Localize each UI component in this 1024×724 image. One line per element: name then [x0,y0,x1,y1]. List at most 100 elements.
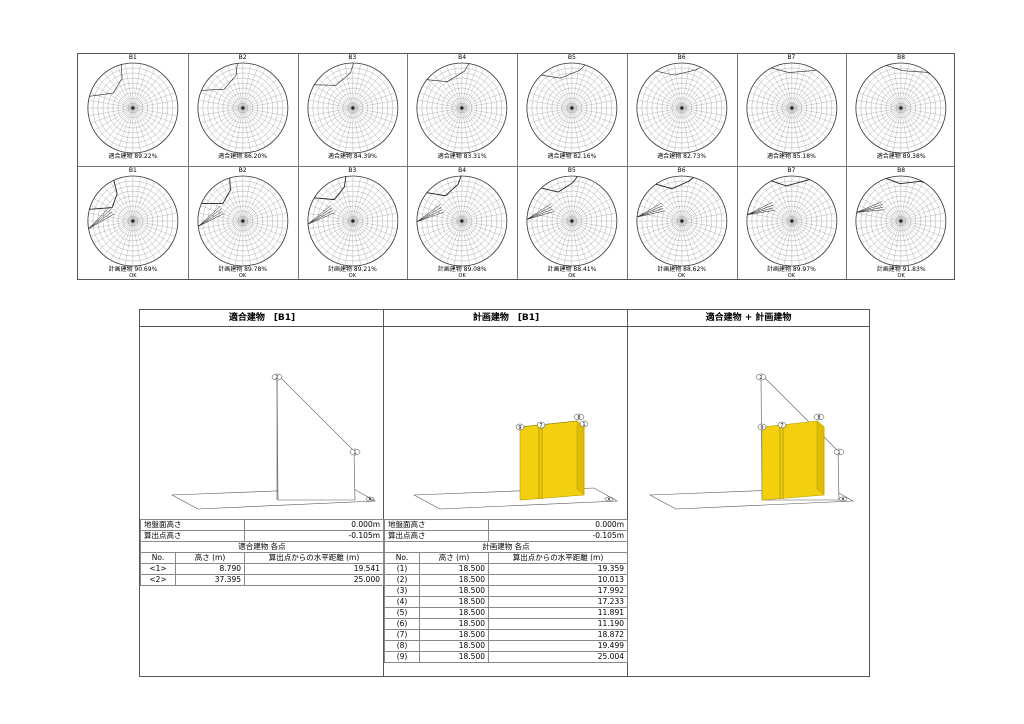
cell-d: 19.499 [488,640,628,652]
polar-spoke [762,186,792,222]
rate-value: 89.78% [244,266,268,273]
polar-spoke [352,92,395,109]
polar-spoke [900,65,917,109]
polar-spoke [783,63,792,109]
cell-h: 18.500 [419,640,489,652]
polar-spoke [124,63,134,109]
polar-spoke [352,107,361,153]
polar-spoke [527,220,572,229]
polar-spoke [219,220,243,261]
compliant-points-table: 地盤面高さ 0.000m 算出点高さ -0.105m 適合建物 各点 No. 高… [140,519,384,586]
polar-spoke [419,107,463,124]
polar-spoke [323,73,353,109]
polar-spoke [352,78,387,109]
planned-building [519,420,585,501]
polar-spoke [317,220,353,251]
polar-spoke [768,107,792,148]
table-row: <1> 8.790 19.541 [140,563,384,575]
polar-spoke [791,213,836,222]
polar-spoke [446,107,463,151]
polar-spoke [571,220,588,264]
polar-spoke [423,198,463,222]
panel-title-compliant: 適合建物 [B1] [140,310,384,327]
polar-spoke [323,220,353,256]
polar-spoke [461,220,478,264]
polar-spoke [88,107,133,116]
polar-spoke [791,107,826,138]
polar-spoke [756,78,792,109]
polar-spoke [462,107,505,124]
judgement: OK [458,273,466,279]
cell-h: 37.395 [175,574,245,586]
polar-spoke [542,73,573,109]
rate-label: 計画建物 [327,266,352,273]
table-row: (5) 18.500 11.891 [384,607,628,619]
polar-spoke [242,85,282,109]
polar-spoke [652,73,682,109]
calc-height-value: -0.105m [488,530,628,542]
panel-title-planned: 計画建物 [B1] [384,310,628,327]
polar-spoke [885,65,902,109]
polar-spoke [791,181,815,222]
polar-spoke [352,107,382,143]
polar-spoke [642,107,682,131]
polar-spoke [901,78,936,109]
polar-spoke [639,107,682,124]
polar-spoke [203,85,243,109]
polar-spoke [419,220,463,237]
polar-spoke [462,205,505,222]
polar-spoke [542,107,573,143]
planned-building-outline [197,205,221,227]
polar-spoke [352,220,368,264]
chart-id: B4 [458,54,467,61]
polar-spoke [132,63,141,109]
polar-spoke [658,220,682,261]
polar-spoke [768,68,792,109]
sky-chart-b8-planned: B8 計画建物 91.83% OK [846,167,956,279]
polar-spoke [866,107,902,138]
planned-building-outline [856,209,885,213]
sky-polar-chart [526,62,618,154]
polar-spoke [132,213,178,222]
planned-building-outline [307,204,331,225]
rate-label: 適合建物 [876,153,901,160]
polar-spoke [242,205,285,222]
polar-spoke [242,220,272,256]
polar-spoke [791,178,807,222]
polar-spoke [752,85,792,109]
point-label-9: 9 [757,423,767,431]
obstruction-outline [770,179,810,187]
cell-h: 18.500 [419,574,489,586]
planned-building-outline [417,206,442,222]
polar-spoke [132,220,172,244]
polar-spoke [132,107,176,124]
polar-spoke [203,220,243,244]
polar-spoke [352,198,392,222]
polar-spoke [775,220,792,264]
polar-spoke [132,68,156,109]
polar-spoke [242,78,278,109]
polar-spoke [681,73,711,109]
polar-spoke [461,65,478,109]
rate-label: 適合建物 [218,153,243,160]
polar-spoke [423,85,463,109]
polar-spoke [752,107,792,131]
polar-spoke [124,220,134,266]
polar-spoke [791,220,807,264]
polar-spoke [681,178,698,222]
polar-spoke [563,220,573,266]
polar-spoke [532,85,572,109]
obstruction-outline [655,66,701,76]
polar-spoke [352,85,392,109]
polar-spoke [571,178,588,222]
planned-building-outline [856,206,884,213]
polar-spoke [542,220,573,256]
polar-spoke [242,73,272,109]
polar-spoke [747,220,792,229]
polar-spoke [647,78,682,109]
svg-text:1: 1 [353,450,356,456]
center-point [789,106,793,110]
polar-spoke [242,220,282,244]
obstruction-outline [313,62,354,86]
polar-spoke [862,220,902,244]
